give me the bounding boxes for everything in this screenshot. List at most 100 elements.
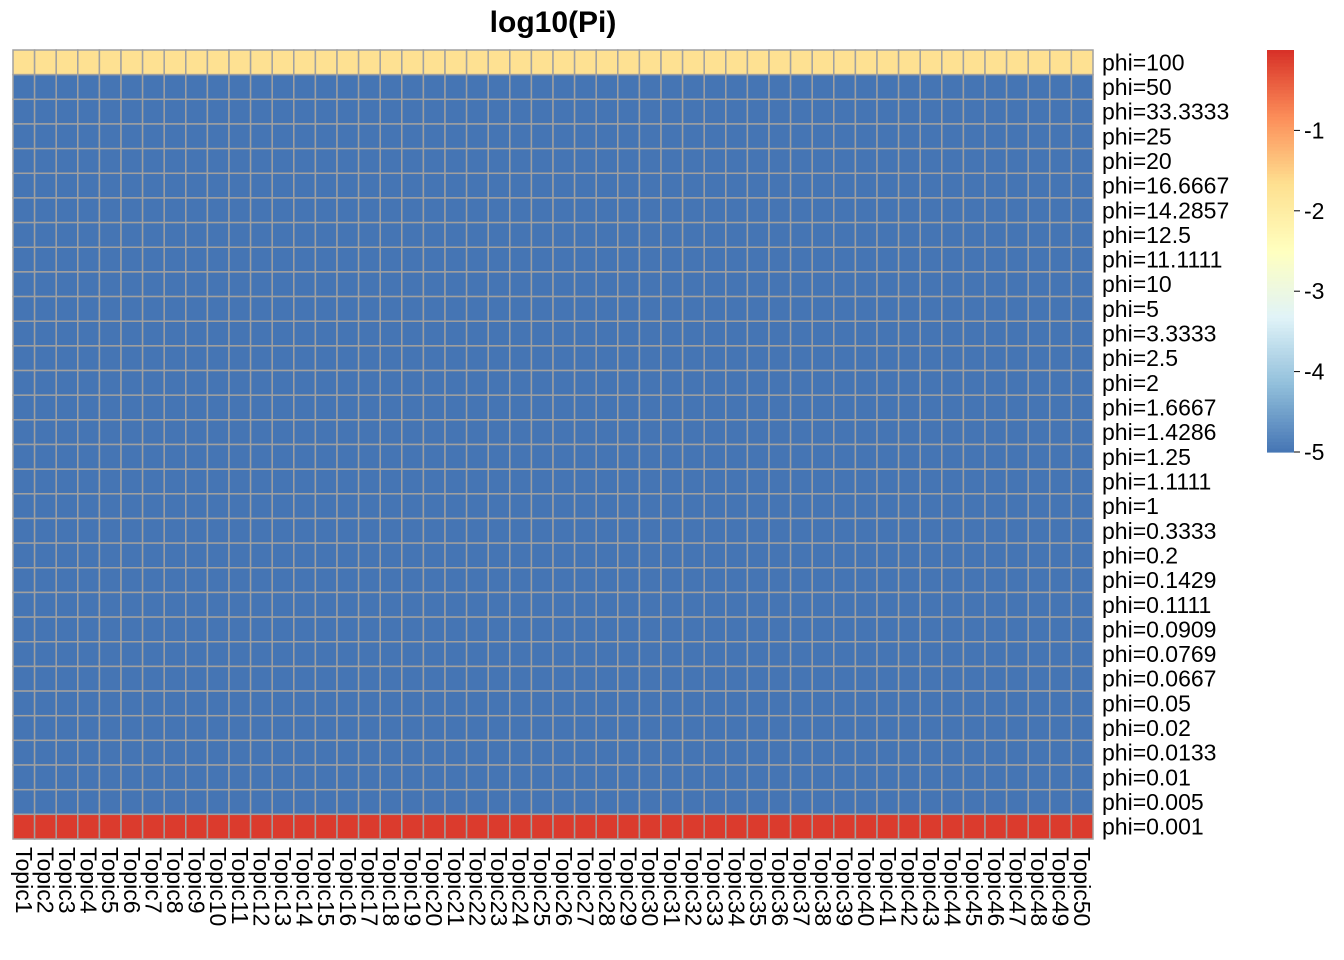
heatmap-cell [725,345,749,372]
heatmap-cell [552,246,576,273]
heatmap-cell [444,443,468,470]
heatmap-cell [401,369,425,396]
heatmap-cell [228,345,252,372]
heatmap-cell [228,591,252,618]
heatmap-cell [703,369,727,396]
heatmap-cell [1005,123,1029,150]
heatmap-cell [681,616,705,643]
colorbar-segment [1267,274,1294,279]
column-labels: Topic1Topic2Topic3Topic4Topic5Topic6Topi… [11,847,1095,926]
heatmap-cell [1027,788,1051,816]
heatmap-cell [638,394,662,421]
heatmap-cell [962,517,986,544]
colorbar-segment [1267,374,1294,379]
heatmap-cell [33,147,57,175]
colorbar-tick-label: -4 [1304,359,1325,385]
heatmap-cell [660,690,684,717]
column-label: Topic43 [918,847,944,926]
column-label: Topic45 [961,847,987,926]
heatmap-cell [401,591,425,618]
heatmap-cell [120,764,144,791]
heatmap-cell [833,690,857,717]
heatmap-cell [573,345,597,372]
heatmap-cell [33,443,57,470]
heatmap-cell [163,542,187,569]
heatmap-cell [1005,641,1029,668]
colorbar-segment [1267,227,1294,232]
heatmap-cell [33,49,57,76]
heatmap-cell [379,49,403,76]
heatmap-cell [1005,221,1029,248]
column-label: Topic35 [745,847,771,926]
heatmap-cell [77,394,101,421]
heatmap-cell [271,345,295,372]
heatmap-cell [746,468,770,495]
heatmap-cell [509,517,533,544]
colorbar-segment [1267,66,1294,71]
heatmap-cell [141,542,165,569]
colorbar-segment [1267,311,1294,316]
heatmap-cell [509,419,533,446]
heatmap-cell [617,443,641,470]
colorbar-segment [1267,190,1294,195]
heatmap-cell [487,468,511,495]
heatmap-cell [617,320,641,347]
heatmap-cell [141,764,165,791]
heatmap-cell [336,690,360,717]
column-label: Topic6 [119,847,145,913]
heatmap-cell [120,665,144,692]
heatmap-cell [962,246,986,273]
heatmap-cell [228,813,252,840]
heatmap-cell [854,616,878,643]
heatmap-cell [77,295,101,322]
heatmap-cell [465,98,489,125]
heatmap-cell [271,616,295,643]
heatmap-cell [897,517,921,544]
heatmap-cell [811,714,835,742]
heatmap-cell [552,345,576,372]
heatmap-cell [1005,271,1029,298]
heatmap-cell [854,419,878,446]
heatmap-cell [876,221,900,248]
heatmap-cell [768,468,792,495]
heatmap-cell [98,443,122,470]
heatmap-cell [789,221,813,248]
colorbar-segment [1267,210,1294,215]
heatmap-cell [98,567,122,594]
heatmap-cell [595,665,619,692]
heatmap-cell [573,394,597,421]
heatmap-cell [962,468,986,495]
heatmap-cell [55,345,79,372]
heatmap-cell [681,73,705,101]
heatmap-cell [573,517,597,544]
heatmap-cell [1070,295,1094,322]
heatmap-cell [379,197,403,224]
heatmap-cell [768,739,792,766]
heatmap-cell [55,443,79,470]
heatmap-cell [897,197,921,224]
heatmap-cell [746,147,770,175]
heatmap-cell [487,714,511,742]
heatmap-cell [725,641,749,668]
heatmap-cell [768,271,792,298]
heatmap-cell [595,197,619,224]
heatmap-cell [660,493,684,520]
heatmap-cell [530,73,554,101]
heatmap-cell [962,369,986,396]
column-label: Topic19 [400,847,426,926]
heatmap-cell [293,443,317,470]
heatmap-cell [530,542,554,569]
heatmap-cell [444,369,468,396]
heatmap-cell [55,567,79,594]
heatmap-cell [1027,419,1051,446]
heatmap-cell [789,591,813,618]
heatmap-cell [919,493,943,520]
heatmap-cell [1027,345,1051,372]
heatmap-cell [141,567,165,594]
heatmap-cell [552,739,576,766]
heatmap-cell [1005,493,1029,520]
heatmap-cell [530,739,554,766]
column-label: Topic21 [443,847,469,926]
heatmap-cell [1070,641,1094,668]
column-label: Topic16 [335,847,361,926]
